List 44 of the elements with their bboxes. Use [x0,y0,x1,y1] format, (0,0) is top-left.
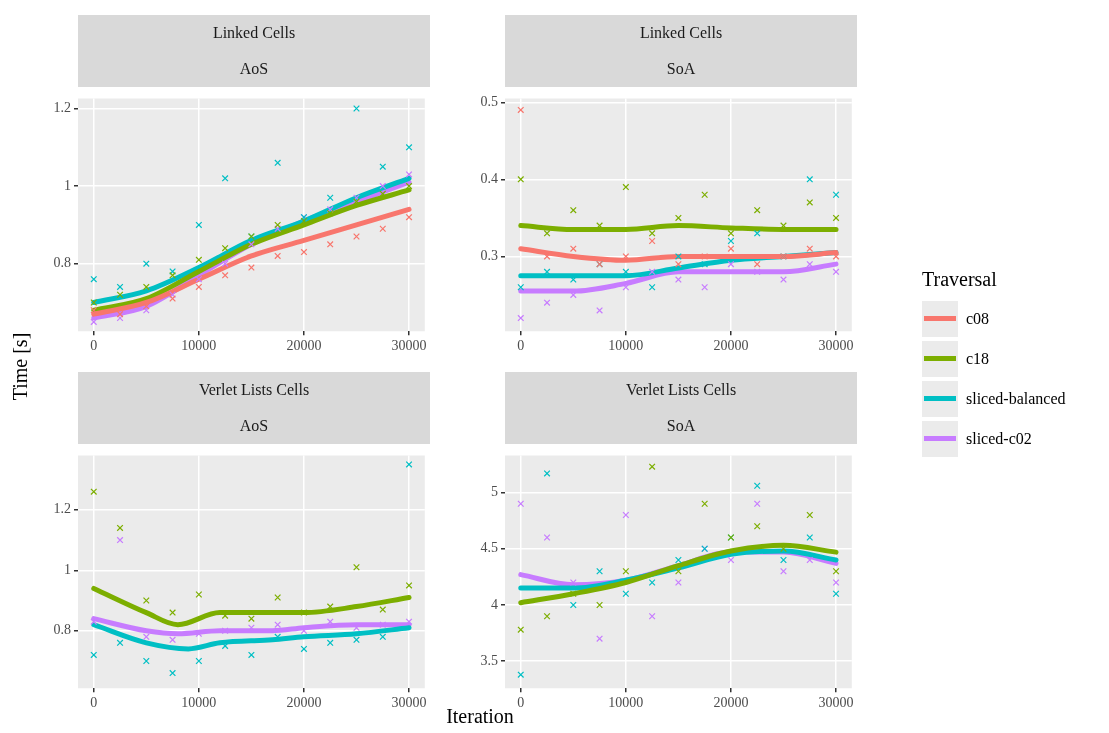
chart-subtitle: AoS [238,416,270,436]
y-tick-label: 1 [64,177,71,193]
x-tick-label: 20000 [713,695,749,711]
y-tick-label: 0.8 [53,622,71,638]
x-tick-label: 20000 [286,695,322,711]
x-tick-label: 10000 [608,338,644,354]
chart-title: Verlet Lists Cells [624,380,738,400]
y-tick-label: 4.5 [480,540,498,556]
chart-title: Verlet Lists Cells [197,380,311,400]
chart-subtitle: AoS [238,59,270,79]
y-tick-label: 0.5 [480,93,498,109]
x-tick-label: 0 [517,695,525,711]
x-tick-label: 0 [90,695,98,711]
y-tick-label: 4 [491,596,498,612]
y-tick-label: 1.2 [53,501,71,517]
legend-label: sliced-balanced [966,390,1066,408]
x-tick-label: 30000 [391,338,427,354]
legend-title: Traversal [922,268,998,291]
legend-label: c08 [966,310,990,328]
x-tick-label: 30000 [818,338,854,354]
chart-title: Linked Cells [211,23,297,43]
x-tick-label: 0 [517,338,525,354]
x-tick-label: 30000 [818,695,854,711]
chart-subtitle: SoA [665,416,697,436]
x-axis-title: Iteration [446,705,514,727]
x-tick-label: 10000 [181,695,217,711]
legend-label: sliced-c02 [966,430,1032,448]
chart-title: Linked Cells [638,23,724,43]
legend-label: c18 [966,350,990,368]
y-tick-label: 3.5 [480,652,498,668]
y-tick-label: 1.2 [53,100,71,116]
x-tick-label: 10000 [181,338,217,354]
x-tick-label: 0 [90,338,98,354]
y-axis-title: Time [s] [8,331,32,403]
y-tick-label: 0.8 [53,255,71,271]
y-tick-label: 5 [491,484,498,500]
x-tick-label: 30000 [391,695,427,711]
chart-subtitle: SoA [665,59,697,79]
x-tick-label: 20000 [286,338,322,354]
x-tick-label: 20000 [713,338,749,354]
y-tick-label: 1 [64,561,71,577]
y-tick-label: 0.4 [480,171,498,187]
x-tick-label: 10000 [608,695,644,711]
y-tick-label: 0.3 [480,248,498,264]
